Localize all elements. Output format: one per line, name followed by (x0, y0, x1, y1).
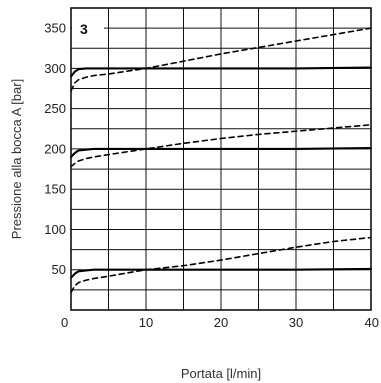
y-tick-label: 350 (44, 21, 66, 36)
y-tick-label: 150 (44, 182, 66, 197)
dashed-series-1 (70, 27, 372, 92)
plot-frame (70, 7, 372, 311)
y-tick-label: 250 (44, 101, 66, 116)
x-tick-labels: 0 10 20 30 40 (61, 315, 379, 330)
x-tick-label: 0 (61, 315, 68, 330)
dashed-series-3 (70, 124, 372, 168)
solid-series-2 (69, 147, 373, 159)
y-axis-label: Pressione alla bocca A [bar] (9, 79, 24, 239)
x-tick-label: 20 (214, 315, 228, 330)
solid-series-4 (69, 267, 373, 279)
x-tick-label: 30 (289, 315, 303, 330)
x-tick-label: 10 (139, 315, 153, 330)
panel-label-box (72, 9, 104, 47)
y-tick-label: 50 (52, 262, 66, 277)
x-tick-label: 40 (365, 315, 379, 330)
x-axis-label: Portata [l/min] (181, 366, 261, 381)
dashed-series-5 (70, 236, 372, 294)
y-tick-label: 200 (44, 141, 66, 156)
y-tick-labels: 50 100 150 200 250 300 350 (44, 21, 66, 278)
solid-series-0 (69, 66, 373, 78)
grid (71, 8, 371, 310)
series-group (69, 27, 373, 294)
y-tick-label: 300 (44, 61, 66, 76)
panel-label: 3 (80, 21, 88, 37)
y-tick-label: 100 (44, 222, 66, 237)
